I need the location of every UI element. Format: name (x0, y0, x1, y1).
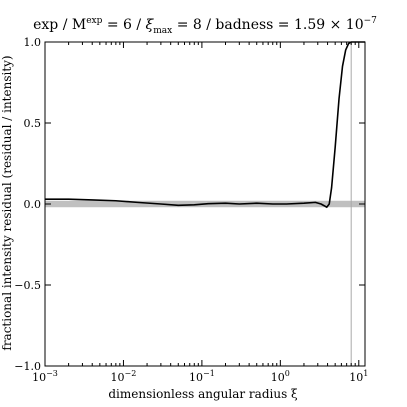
x-tick-label-base: 10 (189, 371, 203, 384)
title-main-superscript: exp (86, 16, 102, 26)
chart-title: exp / Mexp = 6 / ξmax = 8 / badness = 1.… (33, 16, 377, 36)
x-tick-label-exponent: −2 (125, 369, 137, 378)
y-tick-label: 0.0 (24, 198, 42, 211)
y-tick-label: 0.5 (24, 117, 42, 130)
y-tick-label: 1.0 (24, 36, 42, 49)
series-line-0 (45, 41, 365, 209)
y-tick-label: −1.0 (14, 360, 41, 373)
x-tick-label-base: 10 (32, 371, 46, 384)
y-tick-label: −0.5 (14, 279, 41, 292)
x-tick-label-base: 10 (271, 371, 285, 384)
x-tick-label: 10−3 (32, 369, 58, 384)
title-equation-2: = 8 / badness = 1.59 × 10 (172, 17, 363, 33)
x-tick-label: 10−1 (189, 369, 215, 384)
x-tick-label: 100 (271, 369, 290, 384)
title-main: exp / M (33, 17, 86, 33)
title-xi: ξ (146, 17, 155, 33)
x-tick-label: 10−2 (111, 369, 137, 384)
y-axis-label: fractional intensity residual (residual … (0, 55, 14, 350)
x-tick-label-base: 10 (349, 371, 363, 384)
x-tick-label-base: 10 (111, 371, 125, 384)
x-axis-label: dimensionless angular radius ξ (108, 387, 298, 401)
x-tick-label-exponent: 0 (285, 369, 290, 378)
chart-title-text: exp / Mexp = 6 / ξmax = 8 / badness = 1.… (33, 16, 377, 36)
x-tick-label: 101 (349, 369, 368, 384)
title-exponent-superscript: −7 (364, 16, 378, 26)
title-equation-1: = 6 / (102, 17, 145, 33)
x-tick-label-exponent: −3 (46, 369, 58, 378)
x-tick-label-exponent: 1 (363, 369, 368, 378)
title-xi-subscript: max (153, 26, 172, 36)
x-tick-label-exponent: −1 (203, 369, 215, 378)
